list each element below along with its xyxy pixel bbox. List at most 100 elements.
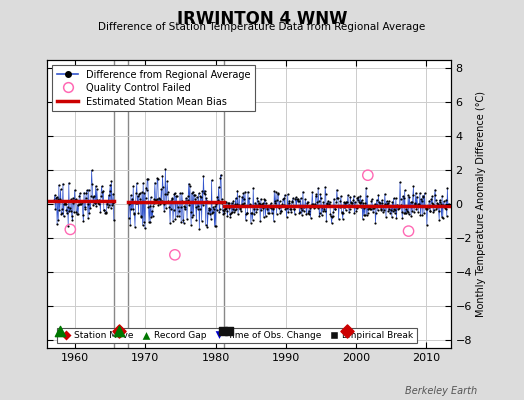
Point — [306, 204, 314, 211]
Point — [237, 208, 245, 214]
Point — [163, 178, 171, 184]
Point — [89, 194, 97, 200]
Point — [238, 194, 246, 200]
Point — [225, 328, 233, 334]
Point — [142, 184, 150, 191]
Point — [403, 209, 412, 215]
Point — [309, 200, 317, 207]
Point — [193, 206, 202, 212]
Point — [313, 199, 321, 205]
Point — [326, 211, 335, 218]
Point — [71, 197, 80, 203]
Point — [54, 216, 62, 223]
Point — [323, 201, 332, 208]
Point — [246, 202, 255, 208]
Point — [297, 195, 305, 202]
Point — [93, 186, 101, 192]
Point — [54, 182, 63, 188]
Point — [261, 213, 270, 220]
Y-axis label: Monthly Temperature Anomaly Difference (°C): Monthly Temperature Anomaly Difference (… — [476, 91, 486, 317]
Point — [204, 205, 213, 211]
Point — [243, 210, 252, 216]
Point — [379, 203, 388, 210]
Point — [132, 199, 140, 206]
Point — [378, 199, 387, 206]
Point — [400, 187, 409, 194]
Point — [374, 207, 382, 214]
Point — [159, 184, 167, 190]
Point — [369, 204, 378, 211]
Point — [396, 196, 405, 202]
Point — [154, 176, 162, 182]
Point — [92, 203, 101, 209]
Point — [156, 196, 165, 203]
Point — [135, 190, 143, 197]
Point — [404, 192, 412, 198]
Point — [387, 207, 395, 214]
Point — [377, 206, 385, 212]
Point — [271, 200, 279, 206]
Point — [338, 210, 346, 216]
Point — [225, 200, 234, 206]
Point — [136, 190, 144, 196]
Point — [430, 207, 438, 213]
Point — [441, 206, 450, 212]
Point — [427, 196, 435, 203]
Point — [185, 202, 193, 208]
Point — [334, 216, 343, 222]
Point — [394, 203, 402, 209]
Point — [86, 205, 95, 212]
Point — [351, 199, 359, 205]
Point — [411, 190, 420, 196]
Point — [193, 194, 201, 200]
Point — [103, 200, 112, 207]
Point — [68, 212, 76, 219]
Point — [274, 191, 282, 198]
Point — [403, 208, 411, 214]
Point — [77, 201, 85, 207]
Point — [434, 201, 442, 208]
Point — [415, 203, 423, 209]
Point — [83, 201, 92, 207]
Point — [200, 187, 209, 194]
Point — [444, 200, 453, 207]
Text: Berkeley Earth: Berkeley Earth — [405, 386, 477, 396]
Point — [288, 199, 296, 206]
Point — [355, 200, 364, 206]
Point — [216, 174, 225, 181]
Point — [397, 201, 406, 208]
Point — [221, 206, 229, 213]
Point — [414, 208, 422, 215]
Point — [223, 208, 231, 214]
Point — [129, 183, 137, 190]
Point — [79, 212, 87, 218]
Point — [199, 173, 208, 179]
Point — [275, 198, 283, 204]
Point — [198, 218, 206, 224]
Point — [252, 209, 260, 216]
Point — [124, 215, 133, 221]
Point — [425, 208, 434, 214]
Point — [130, 210, 138, 217]
Point — [77, 200, 85, 207]
Point — [134, 193, 142, 199]
Point — [64, 223, 72, 229]
Point — [420, 190, 429, 196]
Point — [309, 202, 318, 209]
Point — [176, 190, 184, 196]
Point — [384, 208, 392, 215]
Point — [367, 198, 376, 204]
Point — [146, 202, 154, 209]
Point — [398, 208, 406, 215]
Point — [423, 206, 432, 212]
Point — [272, 210, 281, 217]
Point — [266, 202, 275, 208]
Point — [174, 212, 183, 219]
Point — [100, 207, 108, 213]
Point — [288, 198, 297, 204]
Point — [406, 203, 414, 210]
Point — [172, 193, 180, 200]
Point — [409, 192, 417, 198]
Point — [266, 204, 274, 210]
Point — [377, 206, 386, 213]
